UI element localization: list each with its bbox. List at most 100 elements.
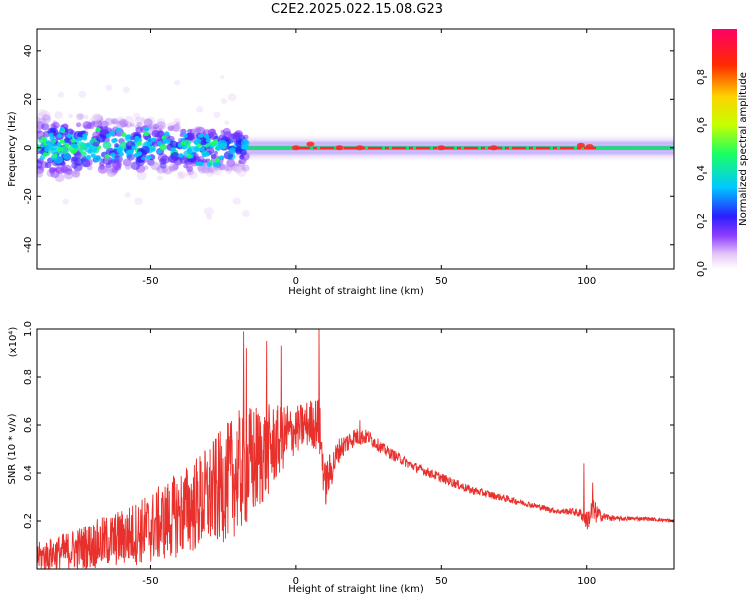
spectrogram-blobs bbox=[37, 75, 594, 220]
spectrogram-core bbox=[199, 146, 206, 152]
spectrogram-core bbox=[71, 143, 77, 148]
spectrogram-blob bbox=[37, 112, 46, 120]
spectrogram-blob bbox=[70, 156, 79, 165]
spectrogram-core bbox=[215, 146, 221, 151]
spectrogram-blob bbox=[75, 122, 82, 128]
spectrogram-core bbox=[186, 147, 192, 153]
spectrogram-blob bbox=[238, 157, 247, 165]
spectrogram-core bbox=[212, 162, 218, 167]
spectrogram-blob bbox=[48, 143, 58, 152]
spectrogram-core bbox=[143, 131, 149, 137]
spectrogram-blob bbox=[133, 112, 141, 119]
spectrogram-core bbox=[195, 161, 201, 166]
plot-frame-bottom bbox=[36, 328, 675, 570]
spectrogram-blob bbox=[37, 171, 43, 178]
spectrogram-blob bbox=[167, 125, 174, 132]
spectrogram-blob bbox=[124, 115, 134, 125]
spectrogram-core bbox=[125, 134, 131, 140]
spectrogram-core bbox=[59, 126, 65, 132]
spectrogram-blob bbox=[156, 118, 165, 126]
spectrogram-core bbox=[180, 140, 186, 146]
spectrogram-core bbox=[156, 141, 163, 146]
spectrogram-blob bbox=[217, 139, 228, 149]
spectrogram-core bbox=[136, 141, 142, 146]
spectrogram-blob bbox=[160, 155, 170, 164]
spectrogram-blob bbox=[105, 84, 113, 91]
spectrogram-core bbox=[215, 158, 221, 163]
spectrogram-blob bbox=[112, 120, 117, 124]
spectrogram-core bbox=[150, 147, 156, 152]
spectrogram-blob bbox=[237, 168, 247, 177]
spectrogram-blob bbox=[66, 128, 74, 136]
snr-y-tick-label: 0.4 bbox=[23, 465, 34, 481]
spec-y-tick-label: 20 bbox=[23, 93, 34, 106]
colorbar-scale bbox=[712, 29, 737, 269]
spectrogram-blob bbox=[57, 91, 65, 98]
snr-y-tick-label: 0.2 bbox=[23, 513, 34, 529]
spectrogram-blob bbox=[62, 198, 69, 205]
spectrogram-blob bbox=[186, 165, 194, 172]
spectrogram-blob bbox=[176, 172, 185, 180]
spectrogram-core bbox=[115, 127, 121, 133]
spectrogram-blob bbox=[197, 165, 208, 174]
spectrogram-core bbox=[204, 151, 210, 157]
snr-x-tick-label: 100 bbox=[577, 576, 596, 587]
spectrogram-blob bbox=[139, 117, 146, 123]
ridge-peak bbox=[585, 144, 594, 150]
spectrogram-blob bbox=[218, 134, 226, 141]
x-axis-label-bottom: Height of straight line (km) bbox=[288, 584, 424, 595]
spectrogram-blob bbox=[92, 114, 101, 123]
spectrogram-core bbox=[181, 145, 188, 150]
spectrogram-core bbox=[42, 152, 48, 157]
spectrogram-core bbox=[178, 153, 184, 158]
spectrogram-blob bbox=[37, 116, 41, 122]
spectrogram-core bbox=[70, 138, 76, 143]
spectrogram-core bbox=[59, 139, 65, 144]
spectrogram-core bbox=[45, 140, 51, 145]
spectrogram-blob bbox=[124, 192, 131, 198]
spectrogram-blob bbox=[185, 132, 195, 141]
colorbar-tick-label: 0.2 bbox=[696, 213, 707, 229]
spectrogram-blob bbox=[126, 153, 136, 161]
spectrogram-blob bbox=[87, 122, 95, 130]
spectrogram-core bbox=[128, 149, 134, 154]
spectrogram-blob bbox=[78, 114, 83, 119]
spectrogram-blob bbox=[227, 93, 237, 102]
spectrogram-core bbox=[118, 151, 124, 157]
spectrogram-core bbox=[164, 131, 170, 136]
spectrogram-core bbox=[40, 136, 47, 142]
spectrogram-blob bbox=[223, 163, 231, 171]
spectrogram-blob bbox=[223, 166, 229, 172]
spectrogram-blob bbox=[220, 75, 225, 80]
ridge-peak bbox=[489, 145, 498, 151]
spectrogram-blob bbox=[136, 121, 143, 127]
spectrogram-core bbox=[56, 142, 62, 147]
spectrogram-core bbox=[147, 140, 153, 146]
spectrogram-core bbox=[109, 130, 115, 136]
spectrogram-blob bbox=[37, 159, 43, 169]
spectrogram-core bbox=[133, 152, 140, 158]
spectrogram-core bbox=[64, 142, 70, 148]
spectrogram-core bbox=[95, 127, 101, 132]
spectrogram-blob bbox=[166, 122, 173, 128]
spectrogram-blob bbox=[130, 161, 141, 171]
spectrogram-blob bbox=[72, 170, 80, 178]
y-axis-label-bottom: SNR (10 * v/v) bbox=[7, 413, 18, 484]
spectrogram-blob bbox=[203, 207, 214, 216]
colorbar-tick-label: 0.8 bbox=[696, 69, 707, 85]
spectrogram-core bbox=[85, 142, 91, 147]
ridge-peak bbox=[335, 145, 344, 151]
colorbar-tick-label: 0.6 bbox=[696, 117, 707, 133]
spec-y-tick-label: 0 bbox=[23, 145, 34, 151]
spectrogram-blob bbox=[207, 128, 216, 137]
spectrogram-blob bbox=[42, 113, 51, 121]
spectrogram-panel: -50 0 50 100 -40 -20 0 20 40 Height of straight… bbox=[7, 28, 675, 297]
spectrogram-blob bbox=[140, 145, 150, 155]
spectrogram-blob bbox=[188, 170, 198, 180]
spectrogram-blob bbox=[158, 124, 164, 130]
spectrogram-blob bbox=[62, 164, 72, 174]
spectrogram-blob bbox=[122, 158, 132, 167]
spectrogram-blob bbox=[235, 166, 242, 172]
spectrogram-blob bbox=[220, 98, 228, 104]
spectrogram-blob bbox=[134, 116, 144, 125]
